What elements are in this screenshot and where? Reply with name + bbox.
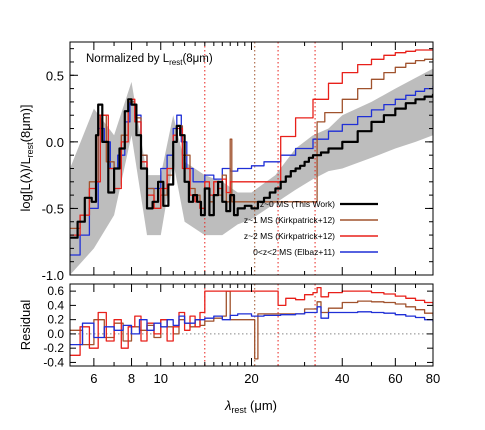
x-axis-label: λrest (μm) bbox=[224, 398, 277, 415]
x-tick-label: 20 bbox=[244, 371, 258, 386]
series-layer-top bbox=[70, 49, 433, 256]
bottom-x-ticks: 6 8 10 20 40 60 80 bbox=[69, 284, 440, 386]
top-y-tick-label: -0.5 bbox=[42, 201, 64, 216]
bottom-y-tick-label: 0.2 bbox=[47, 313, 64, 327]
bottom-y-ticks: -0.4-0.20.00.20.40.6 bbox=[43, 284, 433, 369]
legend-label-0-z-2-ms-elbaz-11: 0<z<2 MS (Elbaz+11) bbox=[253, 247, 335, 257]
bottom-panel: -0.4-0.20.00.20.40.6 6 8 10 20 40 60 80 Residu… bbox=[18, 283, 440, 415]
series-line-z-0-ms-this-work bbox=[70, 93, 433, 239]
legend-label-z-2-ms-kirkpatrick-12: z~2 MS (Kirkpatrick+12) bbox=[244, 231, 335, 241]
bottom-y-tick-label: 0.0 bbox=[47, 327, 64, 341]
normalization-annotation: Normalized by Lrest(8μm) bbox=[86, 53, 213, 67]
top-y-tick-label: -1.0 bbox=[42, 268, 64, 283]
vertical-lines-top bbox=[204, 42, 316, 275]
legend-label-z-1-ms-kirkpatrick-12: z~1 MS (Kirkpatrick+12) bbox=[244, 215, 335, 225]
x-tick-label: 10 bbox=[154, 371, 168, 386]
top-y-tick-label: 0.5 bbox=[46, 68, 64, 83]
uncertainty-band bbox=[70, 68, 433, 275]
top-x-ticks bbox=[69, 42, 434, 275]
bottom-y-tick-label: 0.6 bbox=[47, 284, 64, 298]
residual-line-z-2-ms-kirkpatrick-12 bbox=[70, 286, 433, 356]
legend: z~0 MS (This Work) z~1 MS (Kirkpatrick+12… bbox=[244, 199, 378, 257]
residual-line-0-z-2-ms-elbaz-11 bbox=[70, 306, 433, 346]
series-layer-bottom bbox=[70, 286, 433, 360]
legend-label-z-0-ms-this-work: z~0 MS (This Work) bbox=[260, 199, 335, 209]
top-y-axis-label: log[L(λ)/Lrest(8μm)] bbox=[18, 104, 35, 211]
top-panel: -1.0-0.50.00.5 Normalized by Lrest(8μm) … bbox=[18, 41, 434, 283]
uncertainty-band-layer bbox=[70, 68, 433, 275]
bottom-y-tick-label: -0.4 bbox=[43, 355, 64, 369]
bottom-y-tick-label: -0.2 bbox=[43, 341, 64, 355]
x-tick-label: 8 bbox=[128, 371, 135, 386]
top-y-ticks: -1.0 -0.5 0.0 0.5 bbox=[42, 48, 433, 283]
x-tick-label: 80 bbox=[426, 371, 440, 386]
bottom-y-axis-label: Residual bbox=[18, 300, 33, 351]
bottom-y-tick-label: 0.4 bbox=[47, 298, 64, 312]
top-y-tick-label: 0.0 bbox=[46, 135, 64, 150]
x-tick-label: 6 bbox=[90, 371, 97, 386]
x-tick-label: 40 bbox=[335, 371, 349, 386]
x-tick-label: 60 bbox=[388, 371, 402, 386]
